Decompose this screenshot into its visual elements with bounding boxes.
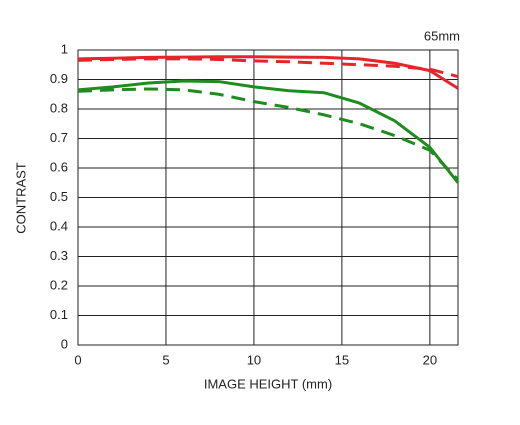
x-tick-label: 0 bbox=[74, 352, 81, 367]
y-axis-label: CONTRAST bbox=[13, 162, 28, 234]
y-tick-label: 0.6 bbox=[50, 159, 68, 174]
y-tick-label: 0.8 bbox=[50, 100, 68, 115]
x-axis-label: IMAGE HEIGHT (mm) bbox=[204, 376, 332, 391]
y-tick-label: 0.4 bbox=[50, 218, 68, 233]
y-tick-label: 0.2 bbox=[50, 277, 68, 292]
series-line bbox=[77, 79, 460, 184]
x-tick-label: 5 bbox=[162, 352, 169, 367]
x-tick-label: 10 bbox=[247, 352, 261, 367]
series-line bbox=[77, 55, 459, 90]
y-tick-label: 0.3 bbox=[50, 248, 68, 263]
series-line bbox=[77, 87, 460, 181]
y-tick-label: 0 bbox=[61, 336, 68, 351]
y-tick-label: 0.9 bbox=[50, 71, 68, 86]
y-tick-label: 0.5 bbox=[50, 189, 68, 204]
y-tick-label: 0.1 bbox=[50, 307, 68, 322]
x-tick-label: 15 bbox=[335, 352, 349, 367]
x-tick-label: 20 bbox=[423, 352, 437, 367]
y-tick-label: 0.7 bbox=[50, 130, 68, 145]
chart-title: 65mm bbox=[424, 28, 460, 43]
series-line bbox=[77, 57, 459, 79]
y-tick-label: 1 bbox=[61, 41, 68, 56]
